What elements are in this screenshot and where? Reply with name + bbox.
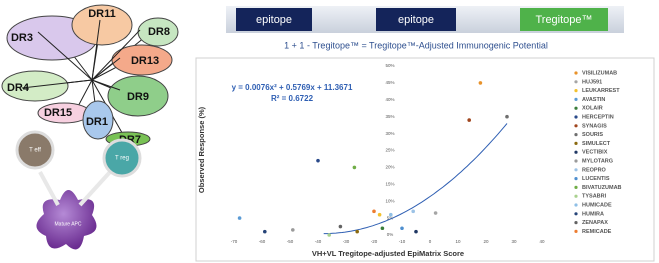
- legend-label: SYNAGIS: [582, 123, 607, 129]
- dr-label: DR11: [88, 8, 116, 20]
- x-tick-label: -30: [343, 239, 350, 244]
- r-squared: R² = 0.6722: [271, 94, 314, 103]
- y-tick-label: 40%: [385, 97, 394, 102]
- y-tick-label: 50%: [385, 63, 394, 68]
- legend-marker: [574, 230, 577, 233]
- y-tick-label: 30%: [385, 131, 394, 136]
- legend-label: REOPRO: [582, 167, 607, 173]
- legend-marker: [574, 133, 577, 136]
- legend-marker: [574, 89, 577, 92]
- y-tick-label: 15%: [385, 181, 394, 186]
- legend-marker: [574, 195, 577, 198]
- legend-marker: [574, 212, 577, 215]
- data-point: [467, 118, 471, 122]
- data-point: [316, 159, 320, 163]
- legend-marker: [574, 142, 577, 145]
- x-tick-label: 40: [539, 239, 545, 244]
- legend-label: REMICADE: [582, 229, 612, 235]
- slide: DR11 DR8 DR3 DR13 DR4 DR9 DR15 DR1 DR7 T…: [0, 0, 659, 263]
- legend-marker: [574, 80, 577, 83]
- data-point: [378, 213, 382, 217]
- x-tick-label: -10: [399, 239, 406, 244]
- legend-marker: [574, 221, 577, 224]
- dr-label: DR13: [131, 55, 159, 67]
- legend-label: HUJ591: [582, 79, 602, 85]
- legend-marker: [574, 115, 577, 118]
- cell-label: T eff: [29, 148, 41, 154]
- legend-marker: [574, 71, 577, 74]
- x-tick-label: -60: [259, 239, 266, 244]
- legend-label: VECTIBIX: [582, 150, 608, 156]
- legend-marker: [574, 98, 577, 101]
- banner-label: epitope: [256, 14, 292, 26]
- x-tick-label: 30: [511, 239, 517, 244]
- dr-label: DR9: [127, 91, 149, 103]
- legend-marker: [574, 124, 577, 127]
- data-point: [263, 230, 267, 234]
- legend-marker: [574, 177, 577, 180]
- trend-equation: y = 0.0076x² + 0.5769x + 11.3671: [232, 83, 353, 92]
- x-tick-label: 10: [455, 239, 461, 244]
- legend-label: LEUKARREST: [582, 88, 620, 94]
- legend-label: MYLOTARG: [582, 158, 613, 164]
- data-point: [411, 210, 415, 214]
- data-point: [381, 226, 385, 230]
- legend-label: ZENAPAX: [582, 220, 608, 226]
- legend-marker: [574, 159, 577, 162]
- legend-label: XOLAIR: [582, 106, 603, 112]
- legend-label: HUMICADE: [582, 202, 612, 208]
- y-tick-label: 45%: [385, 80, 394, 85]
- dr-label: DR1: [86, 116, 108, 128]
- data-point: [353, 166, 357, 170]
- data-point: [414, 230, 418, 234]
- dr-label: DR15: [44, 107, 72, 119]
- data-point: [238, 216, 242, 220]
- x-tick-label: -20: [371, 239, 378, 244]
- y-tick-label: 25%: [385, 148, 394, 153]
- legend-label: BIVATUZUMAB: [582, 185, 622, 191]
- dr-label: DR8: [148, 26, 170, 38]
- banner-label: Tregitope™: [535, 14, 592, 26]
- data-point: [372, 210, 376, 214]
- legend-marker: [574, 107, 577, 110]
- y-tick-label: 10%: [385, 198, 394, 203]
- legend-label: SOURIS: [582, 132, 603, 138]
- formula: 1 + 1 - Tregitope™ = Tregitope™-Adjusted…: [284, 40, 548, 50]
- x-axis-title: VH+VL Tregitope-adjusted EpiMatrix Score: [312, 249, 464, 258]
- legend-label: HERCEPTIN: [582, 114, 614, 120]
- cell-label: T reg: [115, 156, 129, 162]
- y-axis-title: Observed Response (%): [197, 106, 206, 193]
- data-point: [434, 211, 438, 215]
- y-tick-label: 35%: [385, 114, 394, 119]
- data-point: [400, 226, 404, 230]
- data-point: [389, 213, 393, 217]
- y-tick-label: 20%: [385, 165, 394, 170]
- legend-marker: [574, 151, 577, 154]
- data-point: [479, 81, 483, 85]
- data-point: [355, 230, 359, 234]
- legend-label: VISILIZUMAB: [582, 70, 617, 76]
- x-tick-label: -70: [231, 239, 238, 244]
- x-tick-label: -50: [287, 239, 294, 244]
- x-tick-label: -40: [315, 239, 322, 244]
- legend-label: LUCENTIS: [582, 176, 610, 182]
- data-point: [505, 115, 509, 119]
- legend-label: HUMIRA: [582, 211, 604, 217]
- data-point: [339, 225, 343, 229]
- dr-label: DR4: [7, 82, 30, 94]
- data-point: [291, 228, 295, 232]
- legend-label: AVASTIN: [582, 97, 605, 103]
- y-tick-label: 0%: [387, 232, 394, 237]
- legend-marker: [574, 186, 577, 189]
- x-tick-label: 20: [483, 239, 489, 244]
- data-point: [327, 233, 331, 237]
- legend-marker: [574, 168, 577, 171]
- legend-marker: [574, 203, 577, 206]
- cell-label: Mature APC: [55, 221, 82, 227]
- banner-label: epitope: [398, 14, 434, 26]
- legend-label: TYSABRI: [582, 194, 607, 200]
- dr-label: DR3: [11, 32, 33, 44]
- legend-label: SIMULECT: [582, 141, 611, 147]
